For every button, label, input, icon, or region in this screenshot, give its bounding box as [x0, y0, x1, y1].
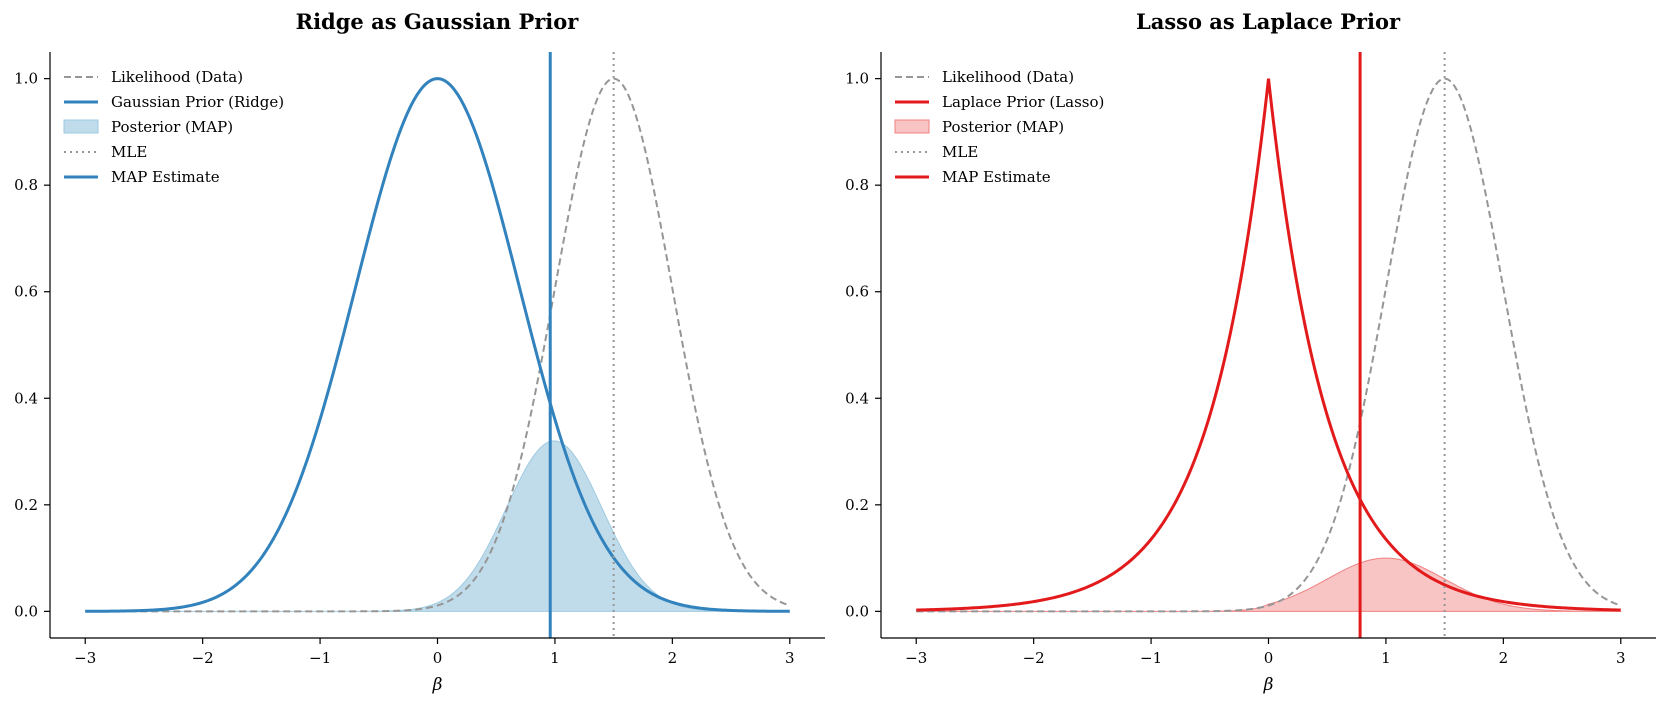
- ridge-legend-item: MAP Estimate: [64, 168, 220, 186]
- ridge-x-tick-label: −1: [309, 649, 331, 667]
- lasso-x-tick-label: 3: [1616, 649, 1626, 667]
- ridge-legend: Likelihood (Data) Gaussian Prior (Ridge) P…: [63, 68, 284, 186]
- lasso-y-tick-label: 0.6: [845, 283, 869, 301]
- ridge-y-tick-label: 0.8: [14, 176, 38, 194]
- ridge-y-tick-label: 0.4: [14, 389, 38, 407]
- ridge-y-tick-label: 0.6: [14, 283, 38, 301]
- lasso-y-tick-label: 0.0: [845, 602, 869, 620]
- lasso-legend-label: MAP Estimate: [942, 168, 1051, 186]
- lasso-y-tick-label: 0.4: [845, 389, 869, 407]
- lasso-likelihood-curve: [916, 77, 1622, 613]
- ridge-legend-label: MAP Estimate: [111, 168, 220, 186]
- ridge-x-tick-label: −3: [74, 649, 96, 667]
- ridge-panel: Ridge as Gaussian Prior −3 −2 −1 0 1 2 3 0.00.…: [14, 9, 825, 695]
- lasso-panel-title: Lasso as Laplace Prior: [1136, 9, 1401, 34]
- lasso-legend-label: Posterior (MAP): [942, 118, 1064, 136]
- ridge-y-ticks: 0.0 0.2 0.4 0.6 0.8 1.0: [14, 70, 50, 620]
- ridge-x-axis-label: β: [432, 675, 443, 695]
- ridge-posterior-fill: [85, 440, 790, 612]
- ridge-y-tick-label: 0.0: [14, 602, 38, 620]
- lasso-prior-curve: [916, 78, 1621, 612]
- ridge-legend-item: MLE: [64, 143, 147, 161]
- ridge-y-tick-label: 1.0: [14, 70, 38, 88]
- lasso-y-tick-label: 0.2: [845, 496, 869, 514]
- lasso-legend-label: Likelihood (Data): [942, 68, 1074, 86]
- lasso-legend-item: Likelihood (Data): [895, 68, 1074, 86]
- ridge-legend-label: Gaussian Prior (Ridge): [111, 93, 284, 111]
- ridge-legend-item: Gaussian Prior (Ridge): [64, 93, 284, 111]
- ridge-curves: [85, 52, 791, 638]
- ridge-legend-label: Likelihood (Data): [111, 68, 243, 86]
- ridge-y-tick-label: 0.2: [14, 496, 38, 514]
- ridge-x-tick-label: 3: [785, 649, 795, 667]
- lasso-legend-item: MAP Estimate: [895, 168, 1051, 186]
- lasso-legend-label: MLE: [942, 143, 978, 161]
- ridge-axes: −3 −2 −1 0 1 2 3 0.0 0.2 0.4 0.6 0.8 1.0 β: [14, 52, 825, 695]
- ridge-likelihood-curve: [85, 77, 791, 613]
- ridge-legend-swatch: [63, 119, 99, 134]
- lasso-y-ticks: 0.0 0.2 0.4 0.6 0.8 1.0: [845, 70, 881, 620]
- lasso-x-ticks: −3 −2 −1 0 1 2 3: [905, 638, 1626, 667]
- lasso-legend-label: Laplace Prior (Lasso): [942, 93, 1104, 111]
- lasso-legend: Likelihood (Data) Laplace Prior (Lasso) Po…: [894, 68, 1104, 186]
- lasso-y-tick-label: 1.0: [845, 70, 869, 88]
- lasso-legend-swatch: [894, 119, 930, 134]
- ridge-legend-label: Posterior (MAP): [111, 118, 233, 136]
- lasso-x-tick-label: 2: [1499, 649, 1509, 667]
- lasso-legend-item: Laplace Prior (Lasso): [895, 93, 1104, 111]
- lasso-legend-item: MLE: [895, 143, 978, 161]
- lasso-x-axis-label: β: [1263, 675, 1274, 695]
- lasso-legend-item: Posterior (MAP): [894, 118, 1064, 136]
- ridge-x-tick-label: 0: [433, 649, 443, 667]
- lasso-x-tick-label: −2: [1023, 649, 1045, 667]
- lasso-x-tick-label: −1: [1140, 649, 1162, 667]
- ridge-panel-title: Ridge as Gaussian Prior: [296, 9, 580, 34]
- lasso-curves: [916, 52, 1622, 638]
- ridge-x-ticks: −3 −2 −1 0 1 2 3: [74, 638, 795, 667]
- lasso-axes: −3 −2 −1 0 1 2 3 0.0 0.2 0.4 0.6 0.8 1.0 β: [845, 52, 1656, 695]
- lasso-x-tick-label: −3: [905, 649, 927, 667]
- lasso-x-tick-label: 1: [1381, 649, 1391, 667]
- lasso-x-tick-label: 0: [1264, 649, 1274, 667]
- ridge-x-tick-label: −2: [192, 649, 214, 667]
- ridge-x-tick-label: 1: [550, 649, 560, 667]
- lasso-y-tick-label: 0.8: [845, 176, 869, 194]
- ridge-legend-item: Posterior (MAP): [63, 118, 233, 136]
- ridge-legend-item: Likelihood (Data): [64, 68, 243, 86]
- lasso-panel: Lasso as Laplace Prior −3 −2 −1 0 1 2 3 0.0 0.2…: [845, 9, 1656, 695]
- ridge-x-tick-label: 2: [668, 649, 678, 667]
- ridge-legend-label: MLE: [111, 143, 147, 161]
- ridge-prior-curve: [85, 77, 790, 613]
